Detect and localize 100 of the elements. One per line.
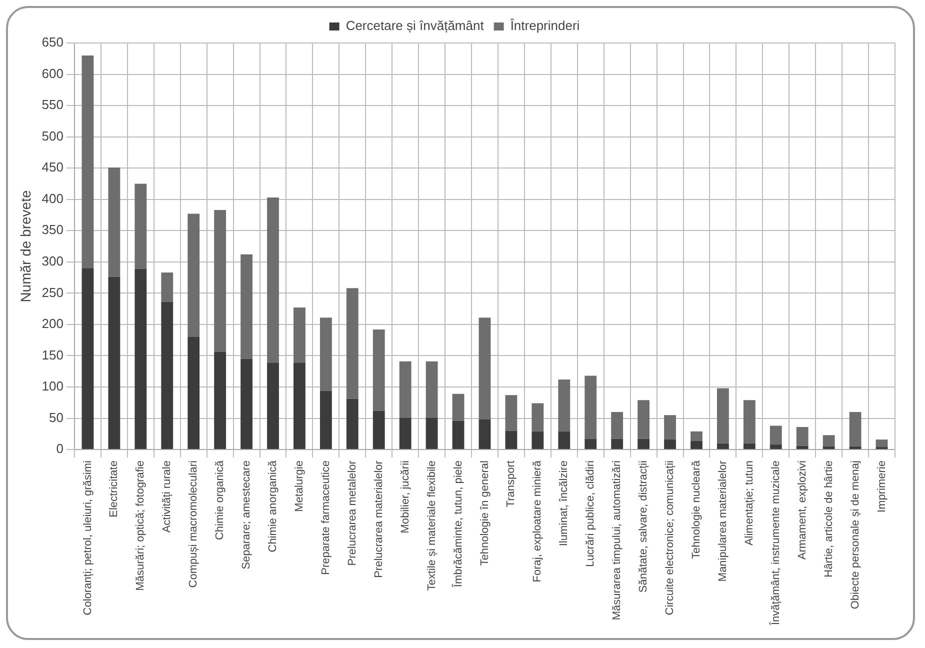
bar xyxy=(822,435,835,446)
bar xyxy=(478,420,491,450)
bar xyxy=(188,336,200,450)
bar xyxy=(267,197,279,363)
x-tick-label: Separare; amestecare xyxy=(240,460,253,570)
x-tick-label: Foraj, exploatare minieră xyxy=(532,460,544,582)
bar xyxy=(452,394,464,421)
x-tick-label: Compuși macromoleculari xyxy=(188,460,200,588)
bar xyxy=(240,358,252,450)
bar xyxy=(294,362,306,450)
bar xyxy=(188,214,200,337)
bar xyxy=(426,361,438,418)
bar xyxy=(717,388,729,444)
bar xyxy=(638,400,650,439)
bar xyxy=(82,56,94,268)
bar xyxy=(320,318,332,391)
x-tick-label: Învățământ, instrumente muzicale xyxy=(768,460,782,626)
bar xyxy=(267,362,279,450)
bar xyxy=(796,427,808,446)
x-tick-label: Măsurarea timpului, automatizări xyxy=(611,460,624,620)
bar xyxy=(611,412,624,439)
y-tick-label: 400 xyxy=(42,190,64,206)
y-tick-label: 650 xyxy=(42,34,64,50)
x-tick-label: Chimie organică xyxy=(214,460,226,540)
bar xyxy=(161,302,174,450)
bar xyxy=(478,318,491,420)
bar xyxy=(690,431,702,441)
bar xyxy=(108,167,120,277)
x-tick-label: Transport xyxy=(505,460,518,508)
bar xyxy=(505,430,518,450)
bar xyxy=(214,210,226,352)
bar xyxy=(452,420,464,450)
x-tick-label: Sănătate, salvare, distracții xyxy=(638,460,650,593)
bar xyxy=(690,440,702,450)
x-tick-label: Metalurgie xyxy=(294,460,306,512)
bar xyxy=(320,390,332,450)
bar xyxy=(214,352,226,450)
bar xyxy=(161,272,174,302)
bar xyxy=(664,415,676,440)
x-tick-label: Activități rurale xyxy=(161,460,174,533)
y-tick-label: 250 xyxy=(42,284,64,300)
y-tick-label: 450 xyxy=(42,160,64,175)
x-tick-label: Armament, explozivi xyxy=(796,460,808,560)
bar xyxy=(611,438,624,450)
bar xyxy=(399,418,412,450)
bar xyxy=(558,431,570,450)
bar xyxy=(849,446,862,450)
bar xyxy=(770,444,782,450)
bar xyxy=(743,400,756,444)
bar xyxy=(372,329,385,411)
bar xyxy=(584,376,597,439)
bar xyxy=(108,276,120,450)
bar xyxy=(584,438,597,450)
bar xyxy=(294,308,306,363)
x-tick-label: Mobilier, jucării xyxy=(399,460,412,534)
x-tick-label: Iluminat, încălzire xyxy=(558,460,570,546)
bar xyxy=(717,443,729,450)
x-tick-label: Îmbrăcăminte, tutun, piele xyxy=(451,460,464,588)
y-tick-label: 200 xyxy=(42,316,64,332)
legend-label: Întreprinderi xyxy=(509,18,580,34)
y-tick-label: 150 xyxy=(42,347,64,362)
bar xyxy=(849,412,862,446)
bar xyxy=(796,446,808,450)
y-tick-label: 350 xyxy=(42,222,64,238)
x-tick-label: Chimie anorganică xyxy=(267,460,280,552)
bar xyxy=(558,379,570,432)
x-tick-label: Prelucrarea materialelor xyxy=(372,460,385,578)
x-tick-label: Obiecte personale și de menaj xyxy=(849,460,862,610)
bar xyxy=(743,443,756,450)
x-tick-label: Imprimerie xyxy=(876,460,888,512)
y-axis-title: Număr de brevete xyxy=(17,190,34,302)
bar xyxy=(876,440,888,448)
y-tick-label: 600 xyxy=(42,66,64,81)
bar xyxy=(372,410,385,450)
x-tick-label: Tehnologie nucleară xyxy=(690,460,703,560)
bar xyxy=(822,446,835,450)
bar xyxy=(532,403,544,432)
bar xyxy=(664,440,676,450)
x-tick-label: Alimentație; tutun xyxy=(743,460,756,546)
bar xyxy=(134,268,147,450)
bar xyxy=(134,184,147,269)
bar xyxy=(346,288,358,399)
y-tick-label: 550 xyxy=(42,97,64,112)
y-tick-label: 50 xyxy=(49,410,64,425)
x-tick-label: Tehnologie în general xyxy=(478,460,491,566)
x-tick-label: Electricitate xyxy=(108,460,120,518)
x-tick-label: Preparate farmaceutice xyxy=(320,460,332,575)
x-tick-label: Textile și materiale flexibile xyxy=(426,460,438,591)
bar xyxy=(426,418,438,450)
x-tick-label: Manipularea materialelor xyxy=(716,460,729,582)
bar xyxy=(638,438,650,450)
bar xyxy=(505,395,518,431)
legend-label: Cercetare și învățământ xyxy=(346,18,484,34)
bar xyxy=(240,254,252,359)
bar xyxy=(82,268,94,450)
x-tick-label: Coloranți; petrol, uleiuri, grăsimi xyxy=(82,460,94,616)
y-tick-label: 0 xyxy=(56,441,64,456)
x-tick-label: Prelucrarea metalelor xyxy=(346,460,358,566)
bar xyxy=(532,431,544,450)
x-tick-label: Hârtie, articole de hârtie xyxy=(822,460,835,578)
